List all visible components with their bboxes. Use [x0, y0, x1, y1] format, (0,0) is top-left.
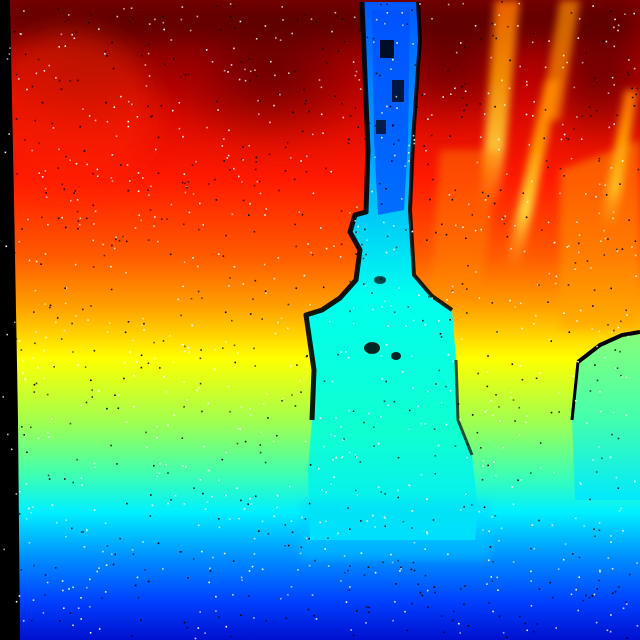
invalid-left-band [0, 0, 20, 640]
near-wall-region [0, 30, 155, 190]
right-object [570, 330, 640, 500]
bottle-object [300, 1, 490, 560]
vertical-streaks [430, 0, 640, 330]
